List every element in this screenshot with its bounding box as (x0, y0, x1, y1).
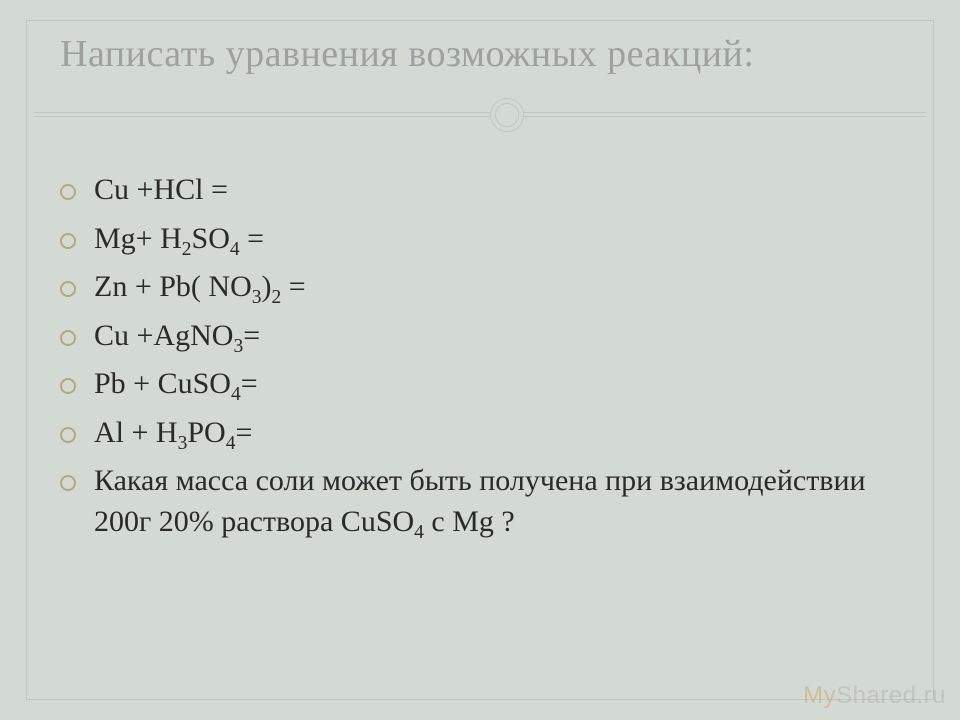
list-item-text: Какая масса соли может быть получена при… (94, 461, 910, 542)
watermark-prefix: My (803, 682, 836, 709)
bullet-icon (60, 281, 76, 297)
bullet-icon (60, 330, 76, 346)
bullet-icon (60, 427, 76, 443)
list-item-text: Al + H3PO4= (94, 413, 910, 454)
list-item: Mg+ H2SO4 = (60, 219, 910, 260)
bullet-icon (60, 233, 76, 249)
list-item-text: Cu +HCl = (94, 170, 910, 211)
bullet-icon (60, 475, 76, 491)
bullet-icon (60, 184, 76, 200)
list-item: Al + H3PO4= (60, 413, 910, 454)
list-item: Pb + CuSO4= (60, 364, 910, 405)
bullet-icon (60, 378, 76, 394)
list-item: Cu +HCl = (60, 170, 910, 211)
slide-title: Написать уравнения возможных реакций: (60, 32, 920, 76)
list-item-text: Mg+ H2SO4 = (94, 219, 910, 260)
list-item: Какая масса соли может быть получена при… (60, 461, 910, 542)
watermark: MyShared.ru (803, 682, 946, 710)
list-item-text: Cu +AgNO3= (94, 316, 910, 357)
list-item-text: Pb + CuSO4= (94, 364, 910, 405)
list-item: Cu +AgNO3= (60, 316, 910, 357)
content-list: Cu +HCl = Mg+ H2SO4 = Zn + Pb( NO3)2 = C… (60, 170, 910, 550)
list-item-text: Zn + Pb( NO3)2 = (94, 267, 910, 308)
title-separator-1 (34, 112, 926, 113)
list-item: Zn + Pb( NO3)2 = (60, 267, 910, 308)
slide: Написать уравнения возможных реакций: Cu… (0, 0, 960, 720)
separator-ornament (490, 98, 524, 132)
watermark-suffix: Shared.ru (836, 682, 946, 709)
title-separator-2 (34, 116, 926, 117)
